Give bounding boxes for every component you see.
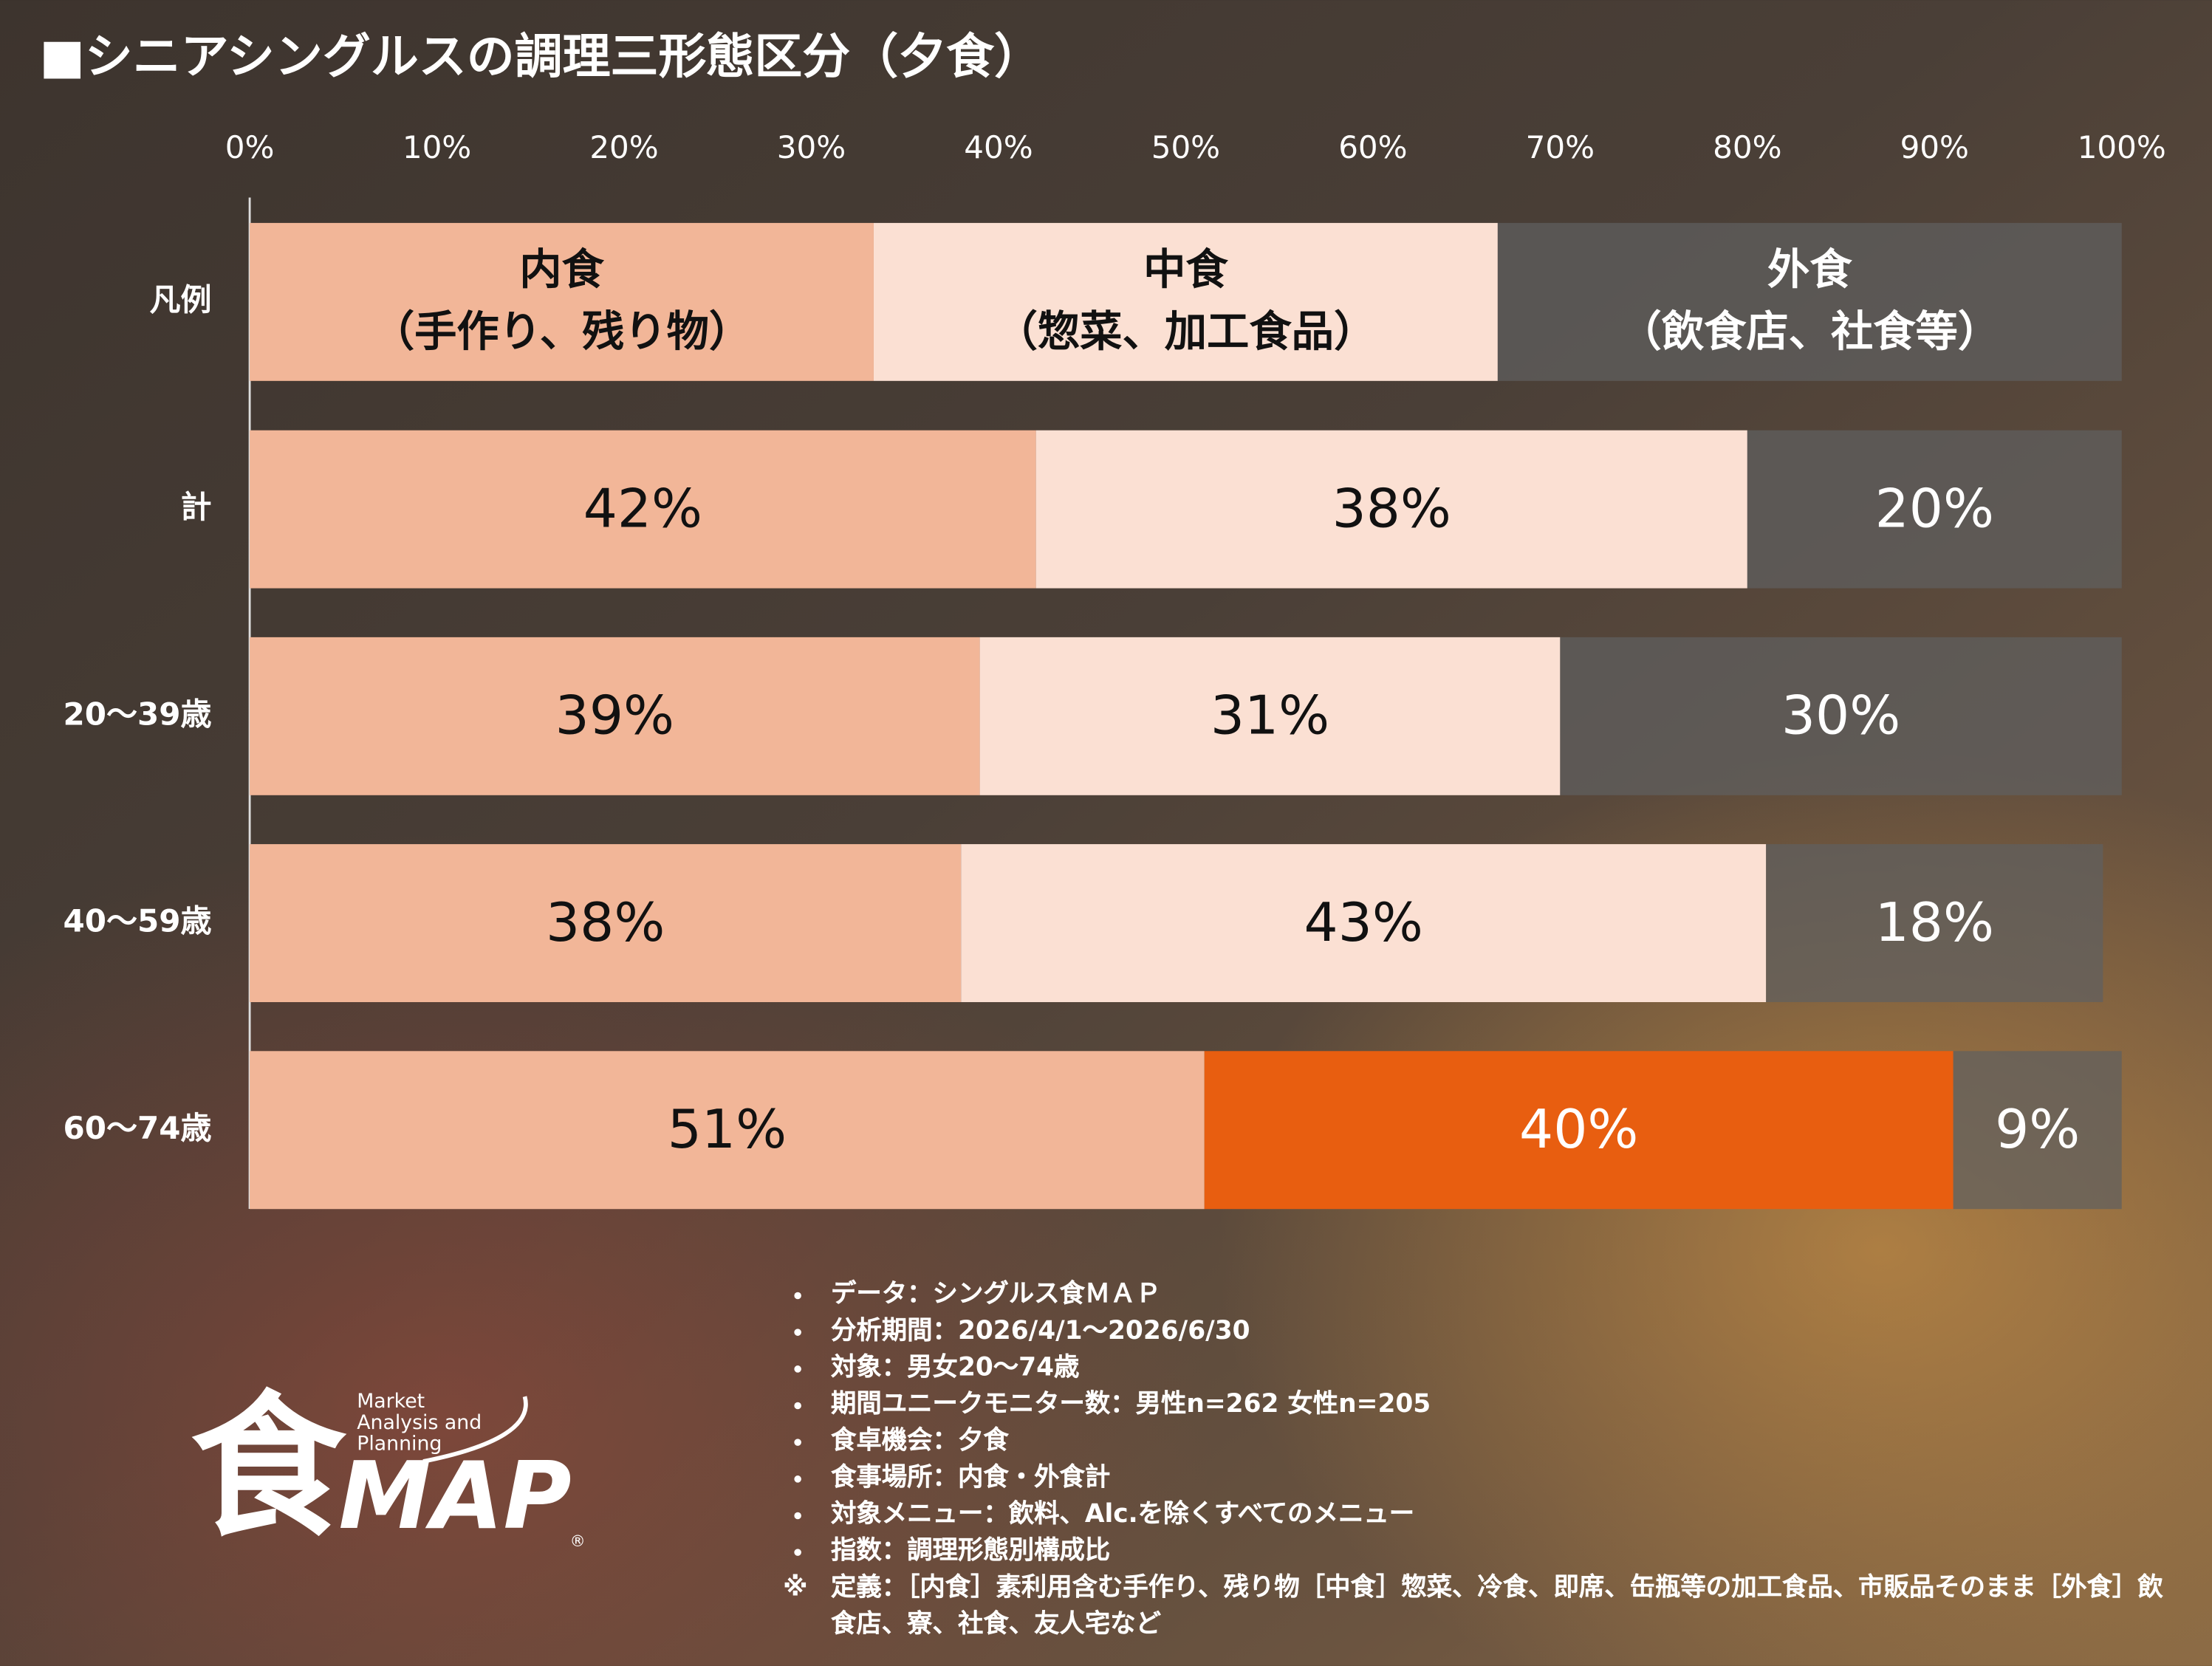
bar-segment — [1035, 430, 1747, 589]
definition-text: 定義：［内食］素利用含む手作り、残り物［中食］惣菜、冷食、即席、缶瓶等の加工食品… — [831, 1572, 2163, 1639]
logo-text: MAP — [338, 1442, 571, 1550]
y-tick-label: 60〜74歳 — [64, 1110, 212, 1146]
bar-segment — [1953, 1051, 2122, 1210]
data-label: 43% — [1304, 892, 1423, 954]
bar-segment — [1560, 637, 2122, 795]
bar-segment — [1766, 844, 2103, 1003]
data-label: 40% — [1519, 1099, 1638, 1161]
legend-label: 内食 — [519, 244, 604, 294]
data-label: 31% — [1211, 685, 1329, 747]
logo-tagline: Market — [357, 1390, 425, 1413]
y-tick-label: 計 — [180, 489, 211, 525]
x-tick-label: 80% — [1713, 129, 1781, 165]
note: 対象メニュー：飲料、Alc.を除くすべてのメニュー — [794, 1497, 2180, 1534]
x-tick-label: 50% — [1151, 129, 1220, 165]
logo-kanji: 食 — [191, 1377, 347, 1557]
bar-segment — [250, 637, 980, 795]
data-label: 51% — [668, 1099, 787, 1161]
legend-label: 外食 — [1767, 244, 1852, 294]
data-label: 20% — [1875, 478, 1994, 540]
bar-segment — [250, 430, 1036, 589]
logo-tagline: Analysis and — [357, 1411, 482, 1434]
x-tick-label: 30% — [777, 129, 846, 165]
note: 食事場所：内食・外食計 — [794, 1460, 2180, 1497]
data-label: 42% — [583, 478, 702, 540]
y-tick-label: 40〜59歳 — [64, 903, 212, 939]
x-tick-label: 20% — [589, 129, 658, 165]
bar-segment — [250, 1051, 1205, 1210]
bar-segment — [250, 844, 962, 1003]
bar-segment — [961, 844, 1767, 1003]
legend-swatch — [873, 222, 1498, 381]
bar-segment — [979, 637, 1561, 795]
notes: データ：シングルス食ＭＡＰ 分析期間：2026/4/1〜2026/6/30 対象：男… — [783, 1277, 2180, 1644]
x-tick-label: 0% — [225, 129, 275, 165]
x-tick-label: 70% — [1526, 129, 1595, 165]
note: 指数：調理形態別構成比 — [794, 1533, 2180, 1570]
data-label: 39% — [555, 685, 674, 747]
logo-swoosh — [422, 1396, 528, 1464]
chart-title: ■シニアシングルスの調理三形態区分（夕食） — [39, 29, 1042, 84]
data-label: 30% — [1781, 685, 1900, 747]
logo-mark: ® — [570, 1532, 586, 1550]
legend-swatch — [250, 222, 874, 381]
x-tick-label: 40% — [964, 129, 1033, 165]
bar-segment — [1204, 1051, 1954, 1210]
note: 対象：男女20〜74歳 — [794, 1350, 2180, 1387]
notes-box: データ：シングルス食ＭＡＰ分析期間：2026/4/1〜2026/6/30対象：男… — [783, 1277, 2180, 1644]
legend-description: （手作り、残り物） — [372, 306, 751, 356]
logo-tagline: Planning — [357, 1433, 442, 1456]
definition: ※ 定義：［内食］素利用含む手作り、残り物［中食］惣菜、冷食、即席、缶瓶等の加工… — [783, 1570, 2180, 1643]
x-tick-label: 10% — [403, 129, 471, 165]
note: 期間ユニークモニター数：男性n=262 女性n=205 — [794, 1387, 2180, 1424]
legend-swatch — [1497, 222, 2122, 381]
note: 食卓機会：夕食 — [794, 1423, 2180, 1460]
data-label: 38% — [546, 892, 665, 954]
legend-title: 凡例 — [149, 281, 211, 318]
legend-description: （惣菜、加工食品） — [996, 306, 1377, 356]
note: データ：シングルス食ＭＡＰ — [794, 1277, 2180, 1314]
x-tick-label: 90% — [1900, 129, 1969, 165]
data-label: 38% — [1332, 478, 1451, 540]
logo: 食 MAP ® Market Analysis and Planning — [191, 1377, 586, 1557]
bar-segment — [1747, 430, 2122, 589]
x-tick-label: 60% — [1338, 129, 1407, 165]
data-label: 18% — [1875, 892, 1994, 954]
data-label: 9% — [1995, 1099, 2080, 1161]
legend-description: （飲食店、社食等） — [1619, 306, 2000, 356]
note: 分析期間：2026/4/1〜2026/6/30 — [794, 1313, 2180, 1350]
notes-list: データ：シングルス食ＭＡＰ 分析期間：2026/4/1〜2026/6/30 対象：男… — [783, 1277, 2180, 1570]
y-tick-label: 20〜39歳 — [64, 696, 212, 732]
definition-mark: ※ — [783, 1572, 808, 1602]
legend-label: 中食 — [1143, 244, 1228, 294]
x-tick-label: 100% — [2078, 129, 2166, 165]
